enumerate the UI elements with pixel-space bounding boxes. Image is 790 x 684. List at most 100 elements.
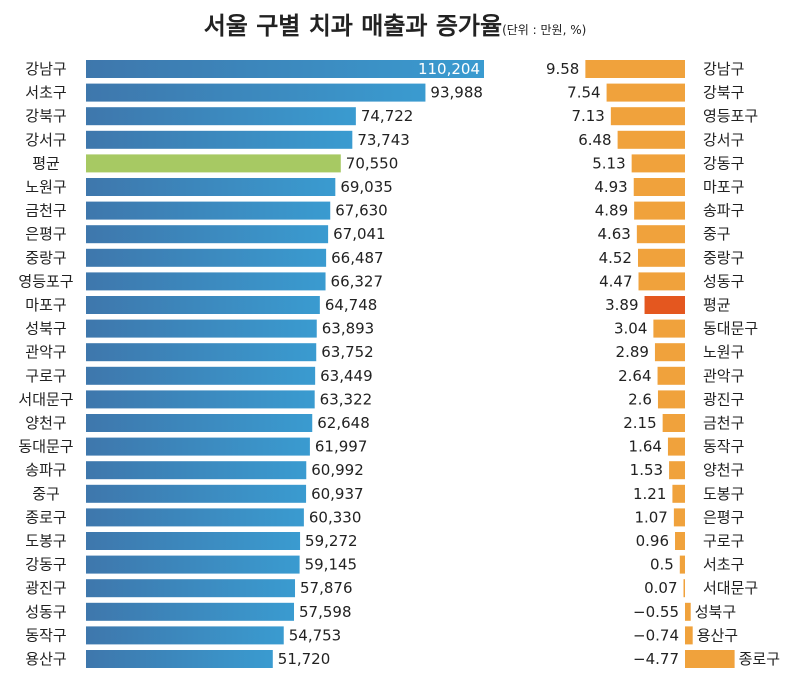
growth-value-label: 7.13 — [571, 107, 604, 125]
revenue-category-label: 구로구 — [25, 367, 66, 385]
revenue-value-label: 60,937 — [311, 485, 364, 503]
growth-bar — [675, 532, 685, 550]
growth-category-label: 성북구 — [695, 603, 736, 621]
growth-value-label: 4.89 — [595, 202, 628, 220]
revenue-bar — [86, 437, 310, 456]
revenue-value-label: 70,550 — [346, 154, 399, 172]
revenue-value-label: 63,752 — [321, 343, 374, 361]
revenue-value-label: 110,204 — [418, 60, 480, 78]
revenue-value-label: 66,327 — [331, 272, 384, 290]
growth-value-label: 7.54 — [567, 84, 600, 102]
revenue-value-label: 67,630 — [335, 202, 388, 220]
growth-bar — [636, 225, 685, 244]
revenue-bar — [86, 130, 353, 149]
revenue-category-label: 종로구 — [25, 508, 66, 526]
growth-bar — [654, 343, 685, 362]
growth-bar — [662, 414, 685, 432]
growth-value-label: 0.5 — [650, 556, 674, 574]
revenue-bar — [86, 626, 284, 645]
growth-average-bar — [644, 296, 685, 314]
growth-category-label: 중구 — [703, 225, 731, 243]
growth-category-label: 중랑구 — [703, 249, 744, 267]
growth-value-label: 9.58 — [546, 60, 579, 78]
revenue-category-label: 노원구 — [25, 178, 66, 196]
growth-value-label: 1.53 — [630, 461, 663, 479]
revenue-value-label: 63,322 — [320, 390, 373, 408]
revenue-bar — [86, 83, 426, 102]
growth-bar — [631, 154, 685, 173]
growth-category-label: 영등포구 — [703, 107, 758, 125]
revenue-value-label: 57,598 — [299, 603, 352, 621]
growth-bar — [633, 178, 685, 196]
growth-value-label: 6.48 — [578, 131, 611, 149]
revenue-value-label: 60,330 — [309, 508, 362, 526]
revenue-bar — [86, 60, 484, 78]
growth-bar — [610, 107, 685, 126]
revenue-category-label: 금천구 — [25, 202, 66, 220]
growth-value-label: 1.21 — [633, 485, 666, 503]
growth-bar — [657, 390, 685, 409]
growth-value-label: 0.96 — [636, 532, 669, 550]
revenue-chart: 강남구 110,204 서초구 93,988 강북구 74,722 강서구 73,743 평균 7… — [18, 60, 484, 668]
growth-value-label: 2.15 — [623, 414, 656, 432]
revenue-category-label: 성북구 — [25, 320, 66, 338]
revenue-value-label: 63,449 — [320, 367, 373, 385]
revenue-category-label: 중구 — [32, 485, 60, 503]
revenue-value-label: 59,145 — [305, 556, 358, 574]
growth-bar — [667, 437, 685, 456]
growth-value-label: 3.89 — [605, 296, 638, 314]
growth-value-label: 1.07 — [634, 508, 667, 526]
revenue-category-label: 강동구 — [25, 556, 66, 574]
revenue-bar — [86, 248, 327, 267]
growth-bar — [617, 130, 685, 149]
growth-category-label: 노원구 — [703, 343, 744, 361]
revenue-category-label: 도봉구 — [25, 532, 66, 550]
growth-bar — [637, 248, 685, 267]
revenue-category-label: 중랑구 — [25, 249, 66, 267]
revenue-bar — [86, 650, 273, 668]
revenue-category-label: 강북구 — [25, 107, 66, 125]
revenue-bar — [86, 366, 316, 385]
chart-title-block: 서울 구별 치과 매출과 증가율(단위 : 만원, %) — [0, 6, 790, 41]
revenue-value-label: 69,035 — [340, 178, 393, 196]
revenue-category-label: 용산구 — [25, 650, 66, 668]
revenue-value-label: 59,272 — [305, 532, 358, 550]
revenue-category-label: 서초구 — [25, 84, 66, 102]
revenue-category-label: 영등포구 — [18, 272, 73, 290]
growth-value-label: 5.13 — [592, 154, 625, 172]
growth-bar — [685, 602, 691, 621]
revenue-value-label: 74,722 — [361, 107, 414, 125]
growth-bar — [657, 366, 685, 385]
revenue-category-label: 양천구 — [25, 414, 66, 432]
growth-category-label: 강남구 — [703, 60, 744, 78]
growth-category-label: 용산구 — [697, 626, 738, 644]
growth-category-label: 은평구 — [703, 508, 744, 526]
growth-value-label: 0.07 — [644, 579, 677, 597]
growth-bar — [685, 626, 693, 645]
growth-bar — [669, 461, 685, 480]
revenue-value-label: 63,893 — [322, 320, 375, 338]
growth-category-label: 양천구 — [703, 461, 744, 479]
revenue-bar — [86, 390, 315, 409]
growth-category-label: 강동구 — [703, 154, 744, 172]
revenue-value-label: 93,988 — [430, 84, 483, 102]
chart-title: 서울 구별 치과 매출과 증가율 — [203, 12, 503, 40]
growth-bar — [653, 319, 685, 338]
revenue-bar — [86, 508, 304, 527]
revenue-value-label: 51,720 — [278, 650, 331, 668]
revenue-value-label: 57,876 — [300, 579, 353, 597]
growth-rate-chart: 9.58 강남구 7.54 강북구 7.13 영등포구 6.48 강서구 5.13 강동구 4.93… — [546, 60, 780, 668]
revenue-bar — [86, 343, 317, 362]
revenue-category-label: 강서구 — [25, 131, 66, 149]
growth-category-label: 동작구 — [703, 438, 744, 456]
growth-value-label: 3.04 — [614, 320, 647, 338]
growth-value-label: 2.6 — [628, 390, 652, 408]
revenue-category-label: 강남구 — [25, 60, 66, 78]
growth-value-label: −0.55 — [633, 603, 679, 621]
growth-category-label: 송파구 — [703, 202, 744, 220]
revenue-bar — [86, 201, 331, 220]
revenue-category-label: 관악구 — [25, 343, 66, 361]
growth-bar — [679, 555, 685, 574]
growth-value-label: 2.89 — [616, 343, 649, 361]
